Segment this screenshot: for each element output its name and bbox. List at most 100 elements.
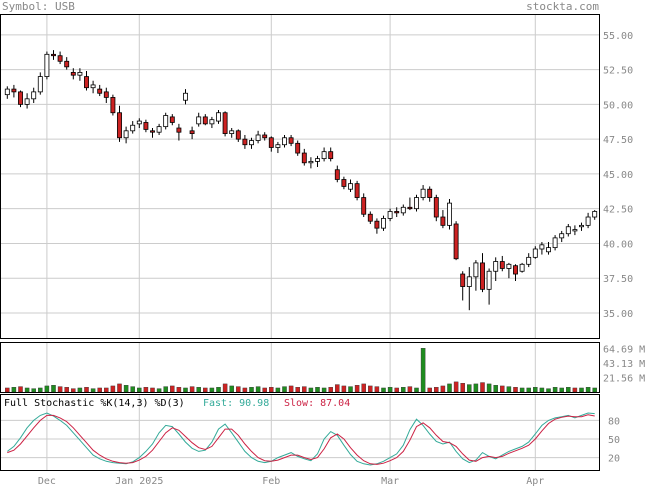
- volume-bar: [539, 387, 545, 393]
- candle-body: [103, 91, 109, 98]
- volume-bar: [572, 387, 578, 393]
- volume-bar: [143, 387, 149, 393]
- candle-body: [480, 262, 485, 290]
- volume-bar: [64, 387, 69, 393]
- candle-body: [394, 211, 400, 214]
- candle-body: [341, 179, 347, 187]
- candle-body: [90, 84, 96, 89]
- volume-bar: [44, 385, 50, 393]
- candle-body: [400, 206, 406, 214]
- volume-bar: [269, 387, 274, 393]
- candle-body: [31, 91, 37, 100]
- stoch-tick-label: 80: [608, 416, 620, 427]
- volume-tick-label: 21.56 M: [603, 373, 645, 384]
- x-tick-label: Dec: [38, 476, 56, 486]
- volume-bar: [31, 388, 36, 393]
- candle-body: [123, 130, 129, 139]
- candle-body: [64, 60, 70, 68]
- volume-bar: [552, 387, 558, 393]
- volume-bar: [130, 386, 135, 393]
- candle-body: [18, 91, 23, 105]
- volume-bar: [242, 387, 248, 393]
- candle-body: [288, 137, 294, 144]
- candle-body: [97, 88, 103, 94]
- volume-bar: [196, 387, 201, 393]
- volume-bar: [394, 387, 399, 393]
- symbol-label: Symbol: USB: [2, 0, 75, 13]
- candle-body: [136, 120, 142, 125]
- candle-body: [176, 127, 182, 133]
- price-tick-label: 37.50: [603, 274, 633, 285]
- candle-body: [143, 122, 149, 130]
- candle-body: [308, 160, 314, 164]
- stochastic-lines: [6, 412, 595, 466]
- candle-body: [315, 158, 320, 162]
- volume-bar: [262, 387, 267, 393]
- volume-bar: [110, 385, 116, 393]
- candle-body: [499, 261, 505, 269]
- candle-body: [268, 137, 274, 148]
- candle-body: [156, 126, 162, 133]
- candle-body: [321, 151, 327, 160]
- candle-body: [348, 183, 353, 190]
- volume-bar: [401, 387, 406, 393]
- price-tick-label: 45.00: [603, 170, 633, 181]
- candle-body: [473, 262, 479, 278]
- volume-bar: [255, 386, 261, 393]
- candle-body: [196, 116, 202, 125]
- volume-bar: [585, 387, 591, 393]
- volume-bar: [321, 387, 327, 393]
- volume-bar: [117, 383, 122, 393]
- candle-body: [183, 92, 188, 101]
- candle-body: [519, 263, 525, 272]
- volume-bar: [592, 387, 597, 393]
- volume-bar: [546, 388, 551, 393]
- stoch-tick-label: 50: [608, 435, 620, 446]
- volume-bar: [282, 386, 287, 393]
- volume-bar: [533, 387, 538, 393]
- candle-body: [189, 130, 195, 134]
- candle-body: [202, 116, 208, 125]
- candle-body: [486, 270, 492, 290]
- candle-body: [420, 188, 426, 198]
- candle-body: [222, 112, 228, 134]
- stoch-title: Full Stochastic %K(14,3) %D(3): [4, 398, 185, 409]
- volume-bar: [18, 386, 23, 393]
- volume-bar: [335, 384, 340, 393]
- volume-bar: [513, 387, 518, 393]
- volume-bar: [209, 387, 215, 393]
- panel-frames: [0, 14, 600, 471]
- candle-body: [414, 197, 419, 210]
- price-tick-label: 52.50: [603, 66, 633, 77]
- candle-body: [57, 55, 63, 62]
- candle-body: [117, 112, 122, 139]
- volume-bar: [57, 386, 63, 393]
- volume-bar: [427, 387, 432, 393]
- x-tick-label: Mar: [381, 476, 399, 486]
- candle-body: [242, 138, 248, 146]
- volume-bar: [5, 387, 10, 393]
- candle-body: [37, 76, 43, 93]
- volume-bar: [341, 385, 347, 393]
- volume-bar: [216, 387, 221, 393]
- volume-bar: [354, 385, 360, 393]
- candle-body: [262, 134, 268, 139]
- stoch-fast-label: Fast: 90.98: [203, 398, 269, 409]
- volume-bar: [156, 388, 162, 393]
- brand-label: stockta.com: [526, 0, 599, 13]
- price-tick-label: 50.00: [603, 100, 633, 111]
- volume-bar: [137, 387, 142, 393]
- volume-bar: [526, 387, 531, 393]
- candle-body: [493, 261, 499, 272]
- candle-body: [526, 256, 532, 265]
- volume-bar: [500, 385, 505, 393]
- volume-bar: [84, 387, 89, 393]
- candle-body: [387, 211, 393, 219]
- volume-bar: [11, 387, 17, 393]
- x-tick-label: Feb: [262, 476, 280, 486]
- panel-frame: [0, 342, 600, 393]
- price-tick-label: 47.50: [603, 135, 633, 146]
- volume-tick-label: 64.69 M: [603, 344, 645, 355]
- volume-bar: [170, 385, 175, 393]
